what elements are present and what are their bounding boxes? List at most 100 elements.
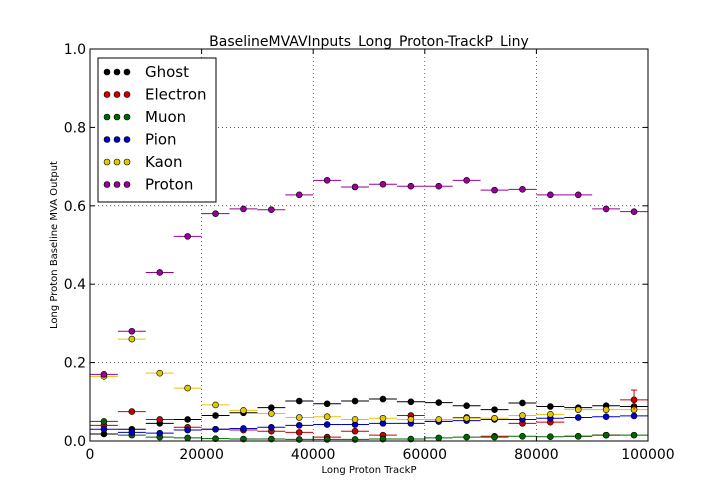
data-point [519,399,526,407]
data-point [463,414,470,422]
data-point [351,416,359,423]
data-point [519,432,526,440]
legend-label: Proton [145,176,193,194]
y-tick-label: 0.8 [64,120,86,136]
data-point [212,435,219,442]
legend-marker [103,113,111,121]
legend-marker [103,181,111,188]
data-point [547,191,554,199]
legend-marker [123,91,131,98]
x-tick-label: 60000 [403,447,448,463]
ticks-layer: 0 20000 40000 60000 80000 100000 0.0 0.2 0.4 0.6 0… [64,42,675,463]
legend-marker [123,181,131,188]
x-axis-label: Long Proton TrackP [322,465,417,476]
legend-label: Ghost [145,63,189,81]
data-point [184,384,191,392]
data-point [630,208,638,215]
legend: Ghost Electron Muon Pion Kaon Proton [97,57,217,203]
data-point [295,397,303,405]
marks-layer [90,177,648,443]
data-point [184,233,191,240]
y-tick-label: 1.0 [64,42,86,58]
data-point [156,416,164,423]
data-point [351,183,359,191]
x-tick-label: 100000 [621,447,674,463]
data-point [184,434,191,442]
legend-marker [113,113,121,121]
data-point [435,182,443,190]
y-axis-label: Long Proton Baseline MVA Output [49,161,60,329]
data-point [491,186,498,194]
data-point [156,429,164,437]
legend-label: Pion [145,131,177,149]
data-point [379,395,387,403]
data-point [323,177,331,184]
y-tick-label: 0.0 [64,434,86,450]
data-point [100,371,108,378]
data-point [407,182,415,190]
x-tick-label: 80000 [514,447,559,463]
data-point [212,412,219,419]
data-point [435,434,443,442]
legend-marker [113,181,121,188]
data-point [128,335,136,343]
data-point [323,421,331,428]
data-point [268,423,275,431]
plot-frame [89,48,649,442]
legend-marker [123,68,131,76]
legend-label: Kaon [145,153,182,171]
x-tick-label: 0 [86,447,95,463]
data-point [463,433,470,441]
data-point [323,413,331,420]
data-point [295,429,303,436]
data-point [268,410,275,417]
series-kaon [90,335,648,423]
legend-marker [123,158,131,166]
legend-marker [113,158,121,166]
data-point [602,413,610,420]
data-point [212,401,219,409]
data-point [295,422,303,429]
data-point [491,406,498,413]
data-point [128,429,136,436]
data-point [212,425,219,433]
chart-title: BaselineMVAVInputs_Long_Proton-TrackP_Li… [209,34,529,50]
data-point [156,269,164,276]
data-point [295,414,303,421]
legend-marker [103,68,111,76]
data-point [240,205,247,213]
y-tick-label: 0.6 [64,199,86,215]
data-point [574,406,582,413]
data-point [547,403,554,410]
legend-label: Muon [145,108,186,126]
data-point [184,426,191,434]
x-tick-label: 20000 [179,447,224,463]
data-point [435,399,443,406]
legend-marker [103,136,111,143]
data-point [602,406,610,413]
legend-marker [113,68,121,76]
data-point [574,432,582,440]
data-point [574,414,582,421]
data-point [491,433,498,441]
legend-label: Electron [145,86,207,104]
data-point [100,425,108,433]
data-point [323,400,331,408]
data-point [407,398,415,406]
legend-marker [113,136,121,143]
legend-marker [123,113,131,121]
data-point [574,191,582,199]
data-point [212,210,219,217]
data-point [602,431,610,439]
data-point [379,180,387,188]
legend-marker [103,91,111,98]
data-point [630,431,638,439]
data-point [323,436,331,443]
data-point [547,411,554,418]
data-point [128,408,136,415]
y-tick-label: 0.4 [64,277,86,293]
data-point [128,327,136,335]
data-point [351,397,359,405]
data-point [519,186,526,193]
data-point [407,416,415,423]
